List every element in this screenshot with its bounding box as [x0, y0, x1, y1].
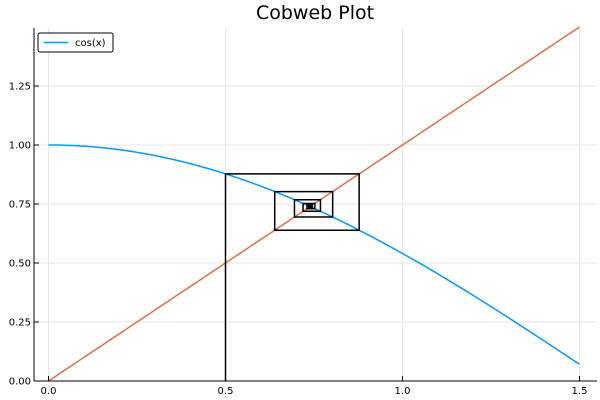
chart-title: Cobweb Plot — [256, 2, 374, 24]
axes — [33, 28, 597, 382]
legend: cos(x) — [37, 32, 114, 53]
series-line-cos — [48, 144, 580, 365]
y-tick-label-1: 0.25 — [9, 318, 31, 329]
x-tick-label-3: 1.5 — [572, 386, 588, 397]
series-layer — [48, 26, 580, 382]
y-tick-label-2: 0.50 — [9, 259, 31, 270]
x-tick-label-1: 0.5 — [218, 386, 234, 397]
cobweb-path — [224, 173, 360, 381]
y-tick-label-5: 1.25 — [9, 82, 31, 93]
legend-box — [37, 32, 114, 53]
tick-labels: 0.0 0.5 1.0 1.5 0.00 0.25 0.50 0.75 1.00 1.25 — [9, 82, 588, 398]
y-tick-label-4: 1.00 — [9, 141, 31, 152]
x-tick-label-2: 1.0 — [395, 386, 411, 397]
legend-label-cos: cos(x) — [75, 38, 106, 49]
y-tick-label-3: 0.75 — [9, 200, 31, 211]
y-tick-label-0: 0.00 — [9, 377, 31, 388]
x-tick-label-0: 0.0 — [41, 386, 57, 397]
